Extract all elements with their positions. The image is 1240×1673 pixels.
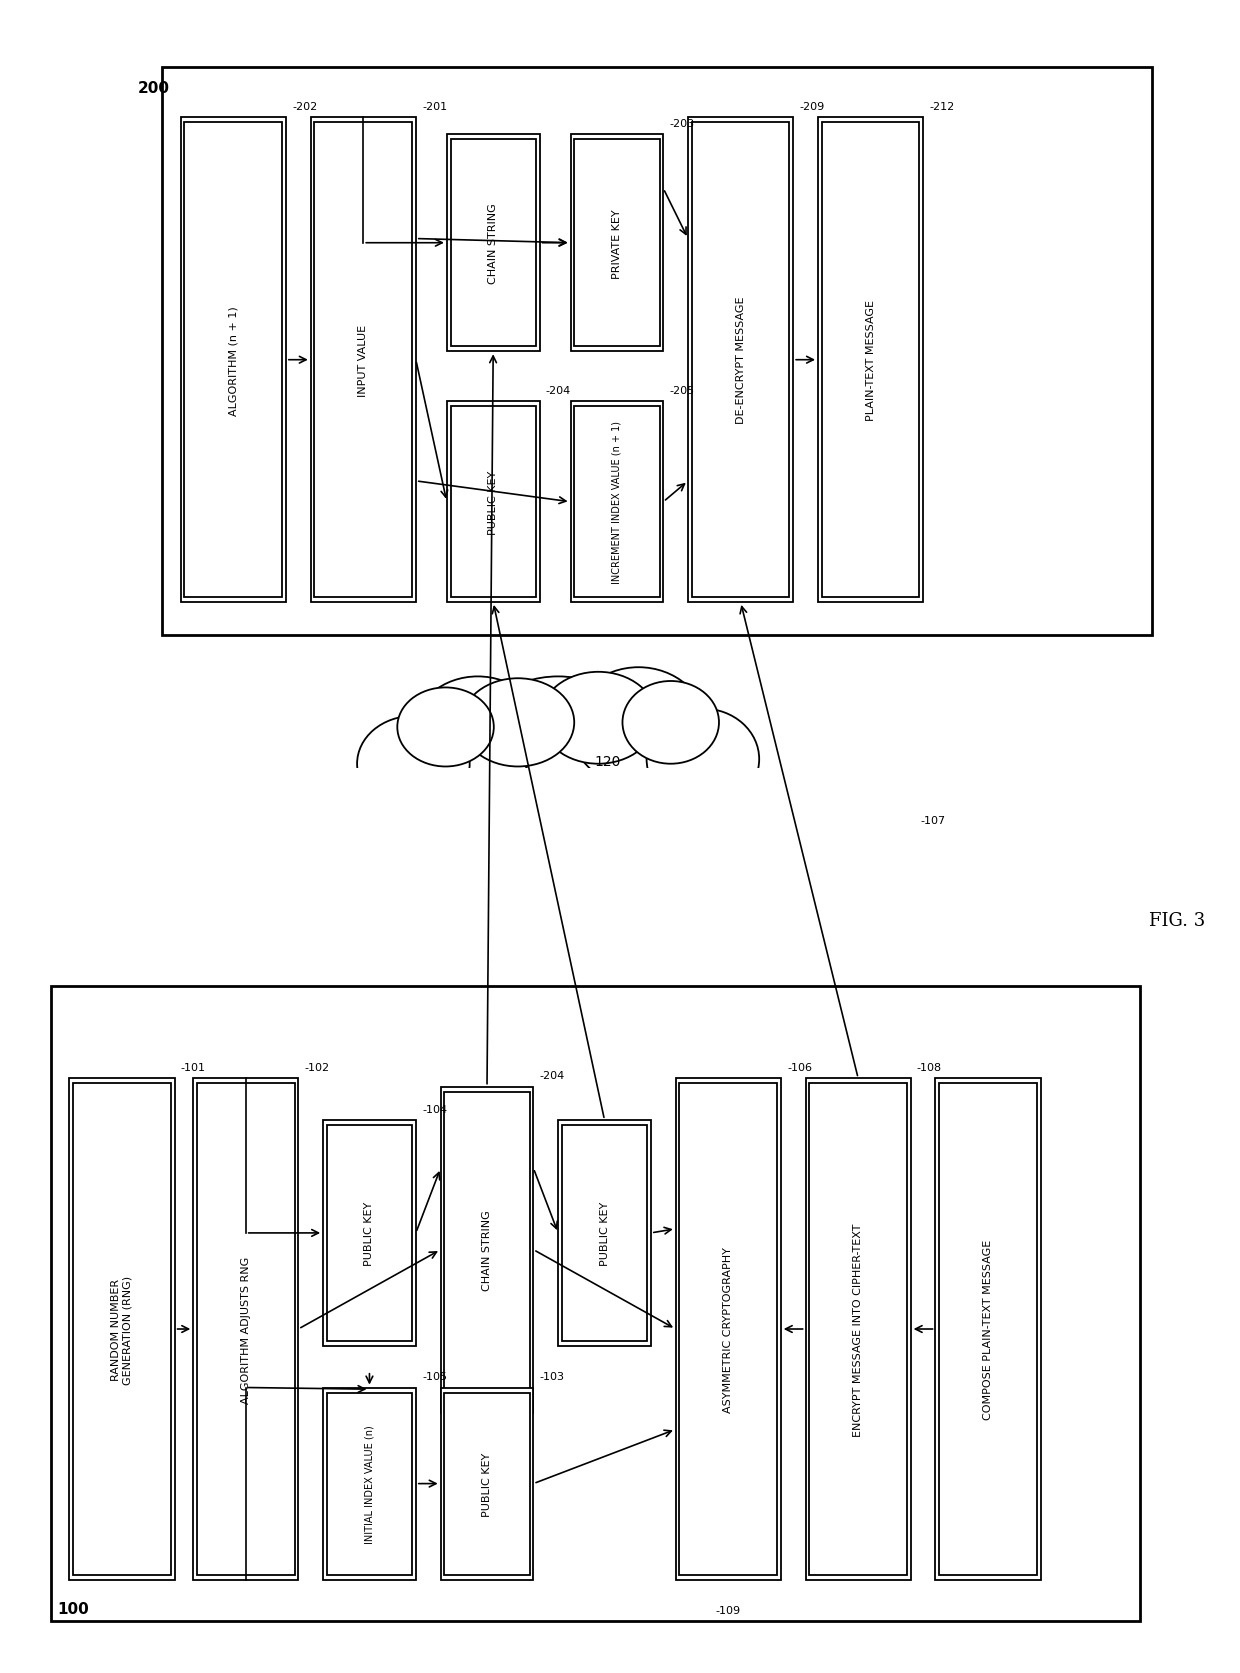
Text: PRIVATE KEY: PRIVATE KEY	[611, 209, 622, 278]
Text: COMPOSE PLAIN-TEXT MESSAGE: COMPOSE PLAIN-TEXT MESSAGE	[983, 1240, 993, 1419]
Text: PUBLIC KEY: PUBLIC KEY	[482, 1452, 492, 1516]
Text: INCREMENT INDEX VALUE (n + 1): INCREMENT INDEX VALUE (n + 1)	[611, 422, 622, 584]
Ellipse shape	[470, 678, 646, 825]
Text: 100: 100	[57, 1601, 89, 1616]
Ellipse shape	[413, 678, 542, 788]
Text: -212: -212	[929, 102, 955, 112]
Bar	[197, 1084, 295, 1574]
Bar	[574, 407, 660, 597]
Text: -103: -103	[539, 1372, 564, 1382]
Ellipse shape	[397, 688, 494, 766]
Text: CHAIN STRING: CHAIN STRING	[489, 202, 498, 284]
Bar	[311, 119, 415, 602]
Ellipse shape	[461, 679, 574, 766]
Text: -205: -205	[670, 386, 694, 397]
Bar	[688, 119, 794, 602]
Ellipse shape	[357, 716, 470, 811]
Text: RANDOM NUMBER
GENERATION (RNG): RANDOM NUMBER GENERATION (RNG)	[112, 1275, 133, 1384]
Bar	[676, 1079, 781, 1579]
Bar	[51, 987, 1140, 1621]
Bar	[939, 1084, 1037, 1574]
Bar	[341, 770, 775, 833]
Bar	[450, 141, 536, 346]
Text: -201: -201	[422, 102, 448, 112]
Text: ENCRYPT MESSAGE INTO CIPHER-TEXT: ENCRYPT MESSAGE INTO CIPHER-TEXT	[853, 1223, 863, 1435]
Text: -203: -203	[670, 119, 694, 129]
Bar	[444, 1392, 529, 1574]
Bar	[73, 1084, 171, 1574]
Ellipse shape	[646, 709, 759, 810]
Text: -204: -204	[539, 1071, 565, 1081]
Bar	[558, 1121, 651, 1345]
Bar	[574, 141, 660, 346]
Text: FIG. 3: FIG. 3	[1148, 912, 1205, 929]
Bar	[327, 1126, 412, 1340]
Text: -108: -108	[916, 1062, 942, 1072]
Bar	[327, 1392, 412, 1574]
Bar	[446, 402, 539, 602]
Text: -105: -105	[422, 1372, 448, 1382]
Bar	[440, 1087, 533, 1412]
Bar	[185, 124, 283, 597]
Text: PUBLIC KEY: PUBLIC KEY	[489, 470, 498, 535]
Text: 120: 120	[594, 755, 621, 768]
Bar	[570, 402, 663, 602]
Text: -107: -107	[920, 816, 945, 826]
Text: -101: -101	[181, 1062, 206, 1072]
Bar	[446, 136, 539, 351]
Bar	[444, 1092, 529, 1407]
Bar	[181, 119, 286, 602]
Bar	[315, 124, 412, 597]
Bar	[562, 1126, 647, 1340]
Text: -102: -102	[305, 1062, 330, 1072]
Text: -209: -209	[800, 102, 825, 112]
Text: PUBLIC KEY: PUBLIC KEY	[365, 1201, 374, 1265]
Bar	[324, 1387, 415, 1579]
Text: INPUT VALUE: INPUT VALUE	[358, 325, 368, 397]
Text: ASYMMETRIC CRYPTOGRAPHY: ASYMMETRIC CRYPTOGRAPHY	[723, 1246, 733, 1412]
Ellipse shape	[622, 681, 719, 765]
Ellipse shape	[541, 673, 656, 765]
Bar	[806, 1079, 910, 1579]
Text: PLAIN-TEXT MESSAGE: PLAIN-TEXT MESSAGE	[866, 299, 875, 422]
Bar	[810, 1084, 906, 1574]
Text: INITIAL INDEX VALUE (n): INITIAL INDEX VALUE (n)	[365, 1424, 374, 1543]
Bar	[193, 1079, 299, 1579]
Text: -204: -204	[546, 386, 570, 397]
Bar	[69, 1079, 175, 1579]
Text: -202: -202	[293, 102, 317, 112]
Bar	[450, 407, 536, 597]
Bar	[818, 119, 923, 602]
Ellipse shape	[570, 668, 706, 788]
Text: -109: -109	[715, 1604, 742, 1614]
Bar	[680, 1084, 777, 1574]
Text: PUBLIC KEY: PUBLIC KEY	[599, 1201, 610, 1265]
Text: -106: -106	[787, 1062, 812, 1072]
Text: ALGORITHM (n + 1): ALGORITHM (n + 1)	[228, 306, 238, 415]
Text: CHAIN STRING: CHAIN STRING	[482, 1210, 492, 1290]
Bar	[162, 69, 1152, 636]
Bar	[440, 1387, 533, 1579]
Text: -104: -104	[422, 1104, 448, 1114]
Text: ALGORITHM ADJUSTS RNG: ALGORITHM ADJUSTS RNG	[241, 1256, 250, 1402]
Bar	[822, 124, 919, 597]
Bar	[324, 1121, 415, 1345]
Bar	[692, 124, 790, 597]
Text: 200: 200	[138, 82, 170, 97]
Text: DE-ENCRYPT MESSAGE: DE-ENCRYPT MESSAGE	[735, 296, 745, 425]
Bar	[570, 136, 663, 351]
Bar	[935, 1079, 1040, 1579]
